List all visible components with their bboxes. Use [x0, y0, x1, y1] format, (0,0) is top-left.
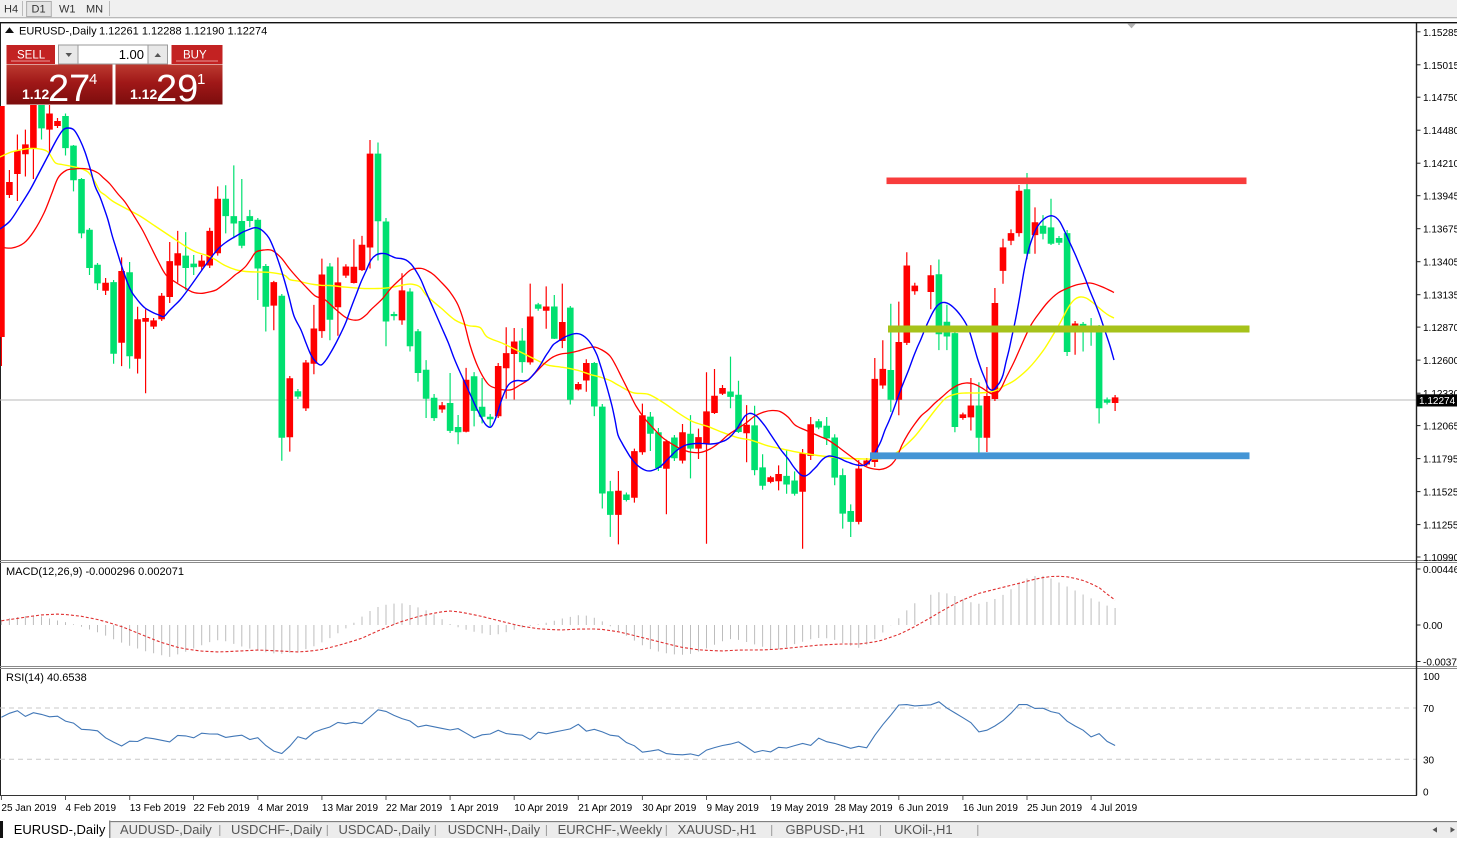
svg-text:1.10990: 1.10990	[1423, 553, 1457, 564]
svg-text:XAUUSD-,H1: XAUUSD-,H1	[678, 822, 757, 837]
svg-text:MN: MN	[86, 4, 103, 16]
svg-text:1.11525: 1.11525	[1423, 488, 1457, 499]
svg-text:EURCHF-,Weekly: EURCHF-,Weekly	[558, 822, 663, 837]
svg-text:UKOil-,H1: UKOil-,H1	[894, 822, 953, 837]
svg-text:D1: D1	[32, 4, 46, 16]
svg-text:1 Apr 2019: 1 Apr 2019	[450, 803, 499, 814]
svg-text:GBPUSD-,H1: GBPUSD-,H1	[786, 822, 865, 837]
svg-text:10 Apr 2019: 10 Apr 2019	[514, 803, 568, 814]
svg-text:USDCAD-,Daily: USDCAD-,Daily	[339, 822, 431, 837]
svg-text:13 Feb 2019: 13 Feb 2019	[130, 803, 187, 814]
svg-text:22 Feb 2019: 22 Feb 2019	[194, 803, 251, 814]
svg-text:0.00: 0.00	[1423, 621, 1443, 632]
svg-text:1: 1	[197, 71, 205, 88]
svg-text:19 May 2019: 19 May 2019	[771, 803, 829, 814]
svg-text:25 Jan 2019: 25 Jan 2019	[1, 803, 56, 814]
svg-text:RSI(14) 40.6538: RSI(14) 40.6538	[6, 672, 87, 684]
svg-text:1.12261 1.12288 1.12190 1.1227: 1.12261 1.12288 1.12190 1.12274	[99, 26, 267, 38]
svg-text:1.00: 1.00	[119, 47, 144, 62]
svg-text:30 Apr 2019: 30 Apr 2019	[642, 803, 696, 814]
svg-text:9 May 2019: 9 May 2019	[707, 803, 760, 814]
svg-text:1.14750: 1.14750	[1423, 93, 1457, 104]
svg-text:USDCNH-,Daily: USDCNH-,Daily	[448, 822, 541, 837]
svg-text:16 Jun 2019: 16 Jun 2019	[963, 803, 1018, 814]
svg-text:1.11255: 1.11255	[1423, 521, 1457, 532]
svg-text:1.12274: 1.12274	[1419, 396, 1456, 407]
svg-text:29: 29	[156, 68, 198, 110]
svg-text:100: 100	[1423, 672, 1440, 683]
svg-text:25 Jun 2019: 25 Jun 2019	[1027, 803, 1082, 814]
svg-text:EURUSD-,Daily: EURUSD-,Daily	[19, 26, 97, 38]
svg-text:27: 27	[48, 68, 90, 110]
svg-text:1.11795: 1.11795	[1423, 455, 1457, 466]
svg-text:MACD(12,26,9) -0.000296 0.0020: MACD(12,26,9) -0.000296 0.002071	[6, 566, 184, 578]
svg-text:BUY: BUY	[183, 50, 207, 62]
svg-text:4 Mar 2019: 4 Mar 2019	[258, 803, 309, 814]
svg-text:22 Mar 2019: 22 Mar 2019	[386, 803, 443, 814]
svg-text:13 Mar 2019: 13 Mar 2019	[322, 803, 379, 814]
svg-text:4 Feb 2019: 4 Feb 2019	[66, 803, 117, 814]
svg-text:28 May 2019: 28 May 2019	[835, 803, 893, 814]
svg-text:1.15285: 1.15285	[1423, 28, 1457, 39]
svg-text:1.13405: 1.13405	[1423, 258, 1457, 269]
svg-text:0.004465: 0.004465	[1423, 565, 1457, 576]
svg-text:1.14210: 1.14210	[1423, 159, 1457, 170]
svg-text:1.15015: 1.15015	[1423, 61, 1457, 72]
svg-text:W1: W1	[59, 4, 76, 16]
svg-text:4 Jul 2019: 4 Jul 2019	[1091, 803, 1138, 814]
svg-text:1.12: 1.12	[130, 86, 157, 102]
svg-text:4: 4	[89, 71, 97, 88]
svg-text:1.12065: 1.12065	[1423, 422, 1457, 433]
svg-text:H4: H4	[4, 4, 18, 16]
svg-text:1.12600: 1.12600	[1423, 356, 1457, 367]
svg-text:AUDUSD-,Daily: AUDUSD-,Daily	[120, 822, 212, 837]
svg-text:6 Jun 2019: 6 Jun 2019	[899, 803, 949, 814]
svg-text:1.12: 1.12	[22, 86, 49, 102]
svg-text:1.13945: 1.13945	[1423, 192, 1457, 203]
svg-text:EURUSD-,Daily: EURUSD-,Daily	[14, 822, 106, 837]
svg-text:USDCHF-,Daily: USDCHF-,Daily	[231, 822, 323, 837]
svg-text:70: 70	[1423, 704, 1435, 715]
svg-text:1.14480: 1.14480	[1423, 126, 1457, 137]
svg-text:30: 30	[1423, 755, 1435, 766]
svg-text:0: 0	[1423, 787, 1429, 798]
svg-text:21 Apr 2019: 21 Apr 2019	[578, 803, 632, 814]
svg-text:1.13675: 1.13675	[1423, 225, 1457, 236]
svg-text:-0.003715: -0.003715	[1423, 658, 1457, 669]
svg-text:1.12870: 1.12870	[1423, 323, 1457, 334]
svg-text:SELL: SELL	[17, 50, 46, 62]
svg-text:1.13135: 1.13135	[1423, 291, 1457, 302]
